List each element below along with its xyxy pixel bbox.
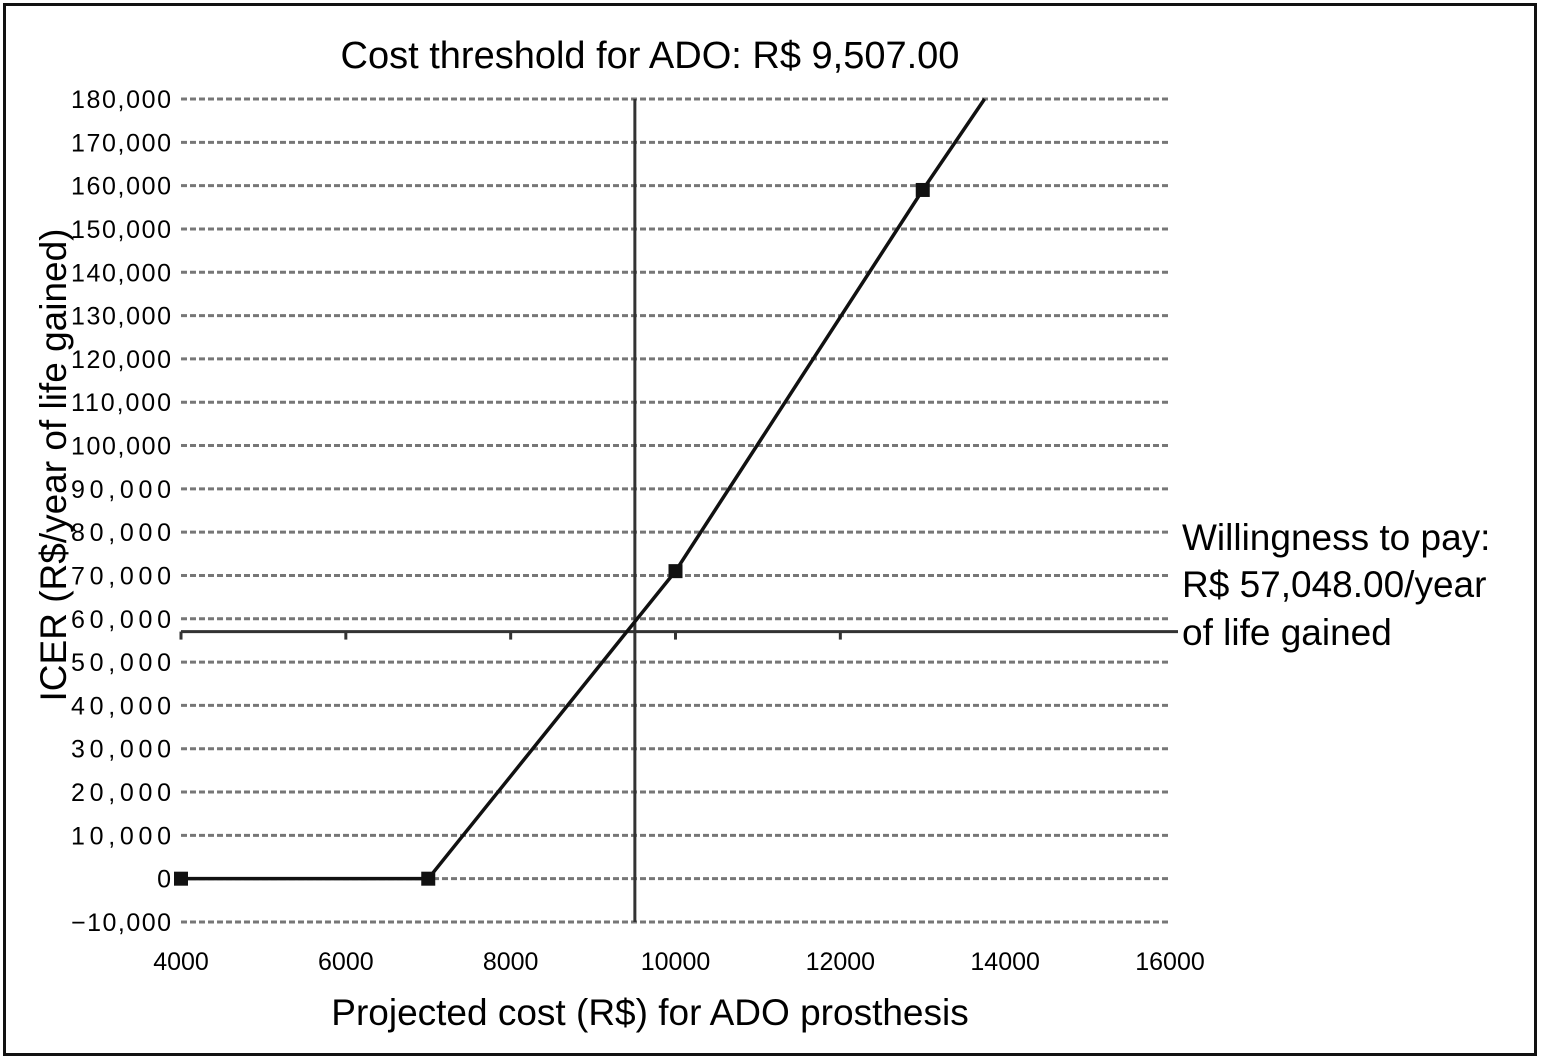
x-tick-label: 12000 xyxy=(806,948,876,976)
y-tick-label: 110,000 xyxy=(71,389,171,417)
y-tick-label: 80,000 xyxy=(71,519,171,547)
x-tick-label: 14000 xyxy=(970,948,1040,976)
y-tick-label: 150,000 xyxy=(71,216,171,244)
data-point-marker xyxy=(174,871,188,886)
y-tick-label: 180,000 xyxy=(71,86,171,114)
grid-layer xyxy=(181,97,1170,924)
x-tick-label: 10000 xyxy=(641,948,711,976)
y-tick-label: 30,000 xyxy=(71,736,171,764)
y-tick-label: 60,000 xyxy=(71,606,171,634)
y-tick-label: 0 xyxy=(157,866,171,894)
y-tick-label: 90,000 xyxy=(71,476,171,504)
y-tick-labels: 180,000 170,000 160,000 150,000 140,000 130,0… xyxy=(71,86,171,937)
x-axis-label: Projected cost (R$) for ADO prosthesis xyxy=(331,992,968,1033)
annotation-line-2: R$ 57,048.00/year xyxy=(1182,564,1486,605)
data-point-marker xyxy=(421,871,436,886)
y-tick-label: 140,000 xyxy=(71,259,171,287)
y-tick-label: 70,000 xyxy=(71,562,171,590)
y-tick-label: 130,000 xyxy=(71,303,171,331)
y-tick-label: 10,000 xyxy=(71,822,171,850)
series-layer xyxy=(174,98,987,886)
x-tick-label: 8000 xyxy=(483,948,539,976)
y-tick-label: 40,000 xyxy=(71,692,171,720)
y-tick-label: 20,000 xyxy=(71,779,171,807)
y-tick-label: 160,000 xyxy=(71,173,171,201)
y-tick-label: 170,000 xyxy=(71,129,171,157)
y-tick-label: 50,000 xyxy=(71,649,171,677)
reference-lines xyxy=(179,99,1178,922)
annotation-line-3: of life gained xyxy=(1182,612,1392,653)
willingness-annotation: Willingness to pay: R$ 57,048.00/year of… xyxy=(1182,517,1490,653)
annotation-line-1: Willingness to pay: xyxy=(1182,517,1490,558)
data-point-marker xyxy=(668,564,683,579)
x-tick-labels: 4000 6000 8000 10000 12000 14000 16000 xyxy=(153,948,1205,976)
y-tick-label: 120,000 xyxy=(71,346,171,374)
x-tick-label: 4000 xyxy=(153,948,209,976)
figure-frame xyxy=(3,3,1537,1056)
chart-title: Cost threshold for ADO: R$ 9,507.00 xyxy=(341,35,960,77)
y-tick-label: 100,000 xyxy=(71,433,171,461)
x-tick-label: 6000 xyxy=(318,948,374,976)
y-tick-label: −10,000 xyxy=(71,909,171,937)
x-tick-label: 16000 xyxy=(1135,948,1205,976)
y-axis-label: ICER (R$/year of life gained) xyxy=(33,229,74,702)
data-point-marker xyxy=(915,182,930,197)
